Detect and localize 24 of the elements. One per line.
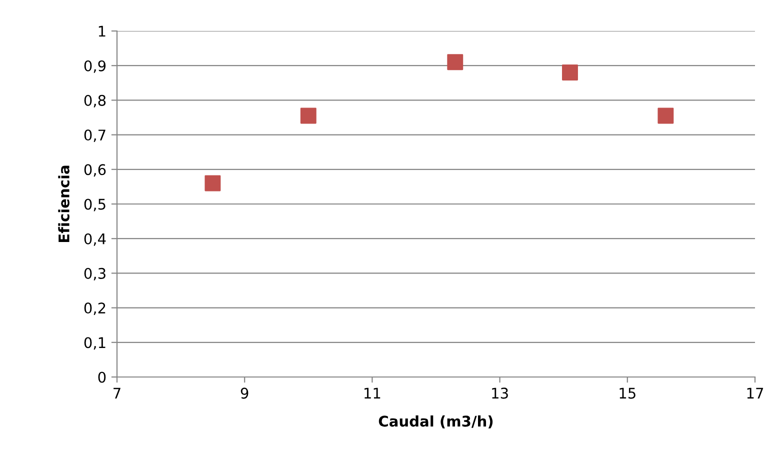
x-tick-label: 7 — [114, 388, 120, 398]
point — [562, 64, 578, 80]
point — [447, 54, 464, 70]
x-axis-title: Caudal (m3/h) — [378, 415, 493, 428]
x-tick-label: 11 — [364, 388, 380, 398]
y-tick-label: 0,6 — [84, 164, 106, 177]
y-tick-label: 0,9 — [84, 60, 106, 73]
x-tick-label: 9 — [240, 388, 248, 399]
y-tick-label: 0,5 — [84, 198, 106, 212]
point — [300, 108, 316, 124]
y-tick-label: 1 — [98, 26, 106, 37]
point — [204, 175, 221, 192]
y-tick-label: 0,1 — [84, 337, 106, 350]
x-tick-label: 17 — [747, 388, 764, 398]
x-tick-label: 13 — [492, 388, 508, 399]
y-axis-title: Eficiencia — [58, 166, 70, 242]
y-tick-label: 0,7 — [84, 130, 106, 142]
y-tick-label: 0,4 — [84, 233, 106, 246]
y-tick-label: 0,3 — [84, 268, 106, 280]
y-tick-label: 0 — [98, 372, 106, 383]
point — [658, 108, 674, 124]
y-tick-label: 0,8 — [84, 94, 106, 108]
x-tick-label: 15 — [620, 388, 636, 399]
y-tick-label: 0,2 — [84, 302, 106, 316]
